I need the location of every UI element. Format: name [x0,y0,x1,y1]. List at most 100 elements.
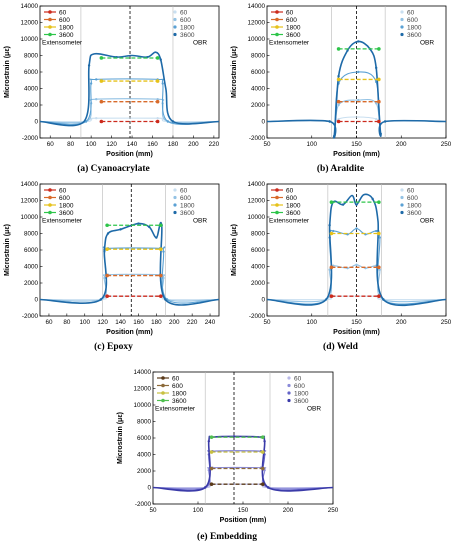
legend-obr-label: 3600 [407,32,422,39]
y-tick-label: -2000 [22,135,39,142]
obr-point-1800 [374,229,378,233]
obr-point-600 [355,263,358,267]
extensometer-point-60 [336,119,341,124]
obr-point-3600 [207,440,210,443]
extensometer-point-1800 [155,79,160,83]
extensometer-point-600 [336,99,341,104]
x-tick-label: 250 [441,319,452,326]
obr-point-3600 [267,486,270,489]
legend-ext-label: 60 [172,375,180,382]
caption-a: (a) Cyanoacrylate [77,164,150,174]
legend-obr-marker [173,210,177,215]
legend-obr-marker [400,188,404,192]
y-tick-label: 0 [34,297,38,304]
x-tick-label: 140 [115,319,126,326]
y-tick-label: 4000 [251,86,266,93]
chart-b: -2000 0 2000 4000 6000 8000 10000 12000 14000 50 1… [231,3,452,158]
obr-point-600 [337,103,340,107]
x-axis-label: Position (mm) [333,329,380,336]
obr-point-600 [162,276,165,280]
extensometer-point-1800 [99,79,104,83]
x-tick-label: 180 [151,319,162,326]
extensometer-point-1800 [377,77,381,82]
x-tick-label: 250 [441,141,452,148]
obr-point-3600 [119,228,122,231]
legend-obr-title: OBR [420,218,434,225]
obr-point-3600 [374,66,378,70]
y-axis-label: Microstrain (με) [4,224,11,276]
obr-point-1800 [95,78,98,81]
legend-ext-marker [275,10,279,14]
obr-point-3600 [164,298,167,301]
obr-point-600 [95,98,98,101]
y-axis-label: Microstrain (με) [4,46,11,98]
y-tick-label: 12000 [247,198,265,205]
extensometer-point-3600 [155,56,160,60]
obr-point-1800 [332,229,335,233]
x-tick-label: 200 [396,319,407,326]
obr-point-3600 [137,222,140,225]
extensometer-point-3600 [99,56,104,60]
extensometer-point-1800 [336,77,341,82]
y-tick-label: 8000 [251,53,266,60]
x-tick-label: 60 [47,141,55,148]
legend-obr-label: 3600 [180,32,195,39]
obr-point-60 [374,117,378,121]
y-tick-label: 10000 [133,402,151,409]
legend-obr-label: 1800 [407,202,422,209]
obr-point-1800 [161,82,164,85]
chart-e: -2000 0 2000 4000 6000 8000 10000 12000 14000 50 1… [117,369,339,524]
extensometer-point-60 [377,294,381,298]
obr-point-1800 [378,236,381,239]
legend-ext-label: 3600 [286,210,301,217]
extensometer-point-3600 [209,435,214,439]
x-tick-label: 150 [351,319,362,326]
extensometer-point-3600 [261,435,265,439]
x-tick-label: 160 [147,141,158,148]
x-tick-label: 200 [188,141,199,148]
obr-point-3600 [341,203,345,206]
y-tick-label: 10000 [247,214,265,221]
legend-obr-label: 600 [407,17,418,24]
y-tick-label: 12000 [247,20,265,27]
legend-obr-label: 600 [180,17,191,24]
obr-point-600 [378,268,381,271]
y-tick-label: 14000 [20,3,38,10]
extensometer-point-600 [209,466,214,471]
y-tick-label: -2000 [249,313,266,320]
y-tick-label: 12000 [20,198,38,205]
legend-ext-label: 600 [59,195,70,202]
obr-point-1800 [355,227,358,230]
legend-ext-title: Extensometer [155,406,196,413]
legend-ext-marker [275,25,279,29]
y-tick-label: 8000 [251,231,266,238]
chart-c: -2000 0 2000 4000 6000 8000 10000 12000 14000 60 8… [4,181,220,336]
obr-point-3600 [155,236,158,239]
legend-obr-marker [173,10,177,14]
extensometer-point-60 [377,119,381,124]
y-tick-label: 12000 [20,20,38,27]
y-tick-label: 6000 [24,69,39,76]
legend-ext-label: 60 [59,9,67,16]
obr-point-3600 [383,120,387,123]
x-axis-label: Position (mm) [220,517,267,524]
chart-d: -2000 0 2000 4000 6000 8000 10000 12000 14000 50 1… [231,181,452,336]
legend-ext-marker [48,188,52,192]
y-tick-label: 12000 [133,386,151,393]
legend-ext-label: 600 [59,17,70,24]
legend-obr-title: OBR [193,40,207,47]
legend-ext-marker [275,203,279,207]
obr-point-3600 [159,58,162,61]
y-tick-label: 8000 [24,53,39,60]
legend-obr-label: 1800 [180,24,195,31]
legend-ext-label: 3600 [286,32,301,39]
legend-ext-marker [48,10,52,14]
y-tick-label: 6000 [251,247,266,254]
y-tick-label: 0 [34,119,38,126]
y-tick-label: 6000 [24,247,39,254]
obr-series-600 [39,273,220,302]
x-tick-label: 180 [168,141,179,148]
x-tick-label: 50 [263,141,271,148]
legend-ext-label: 600 [286,195,297,202]
y-tick-label: 8000 [24,231,39,238]
